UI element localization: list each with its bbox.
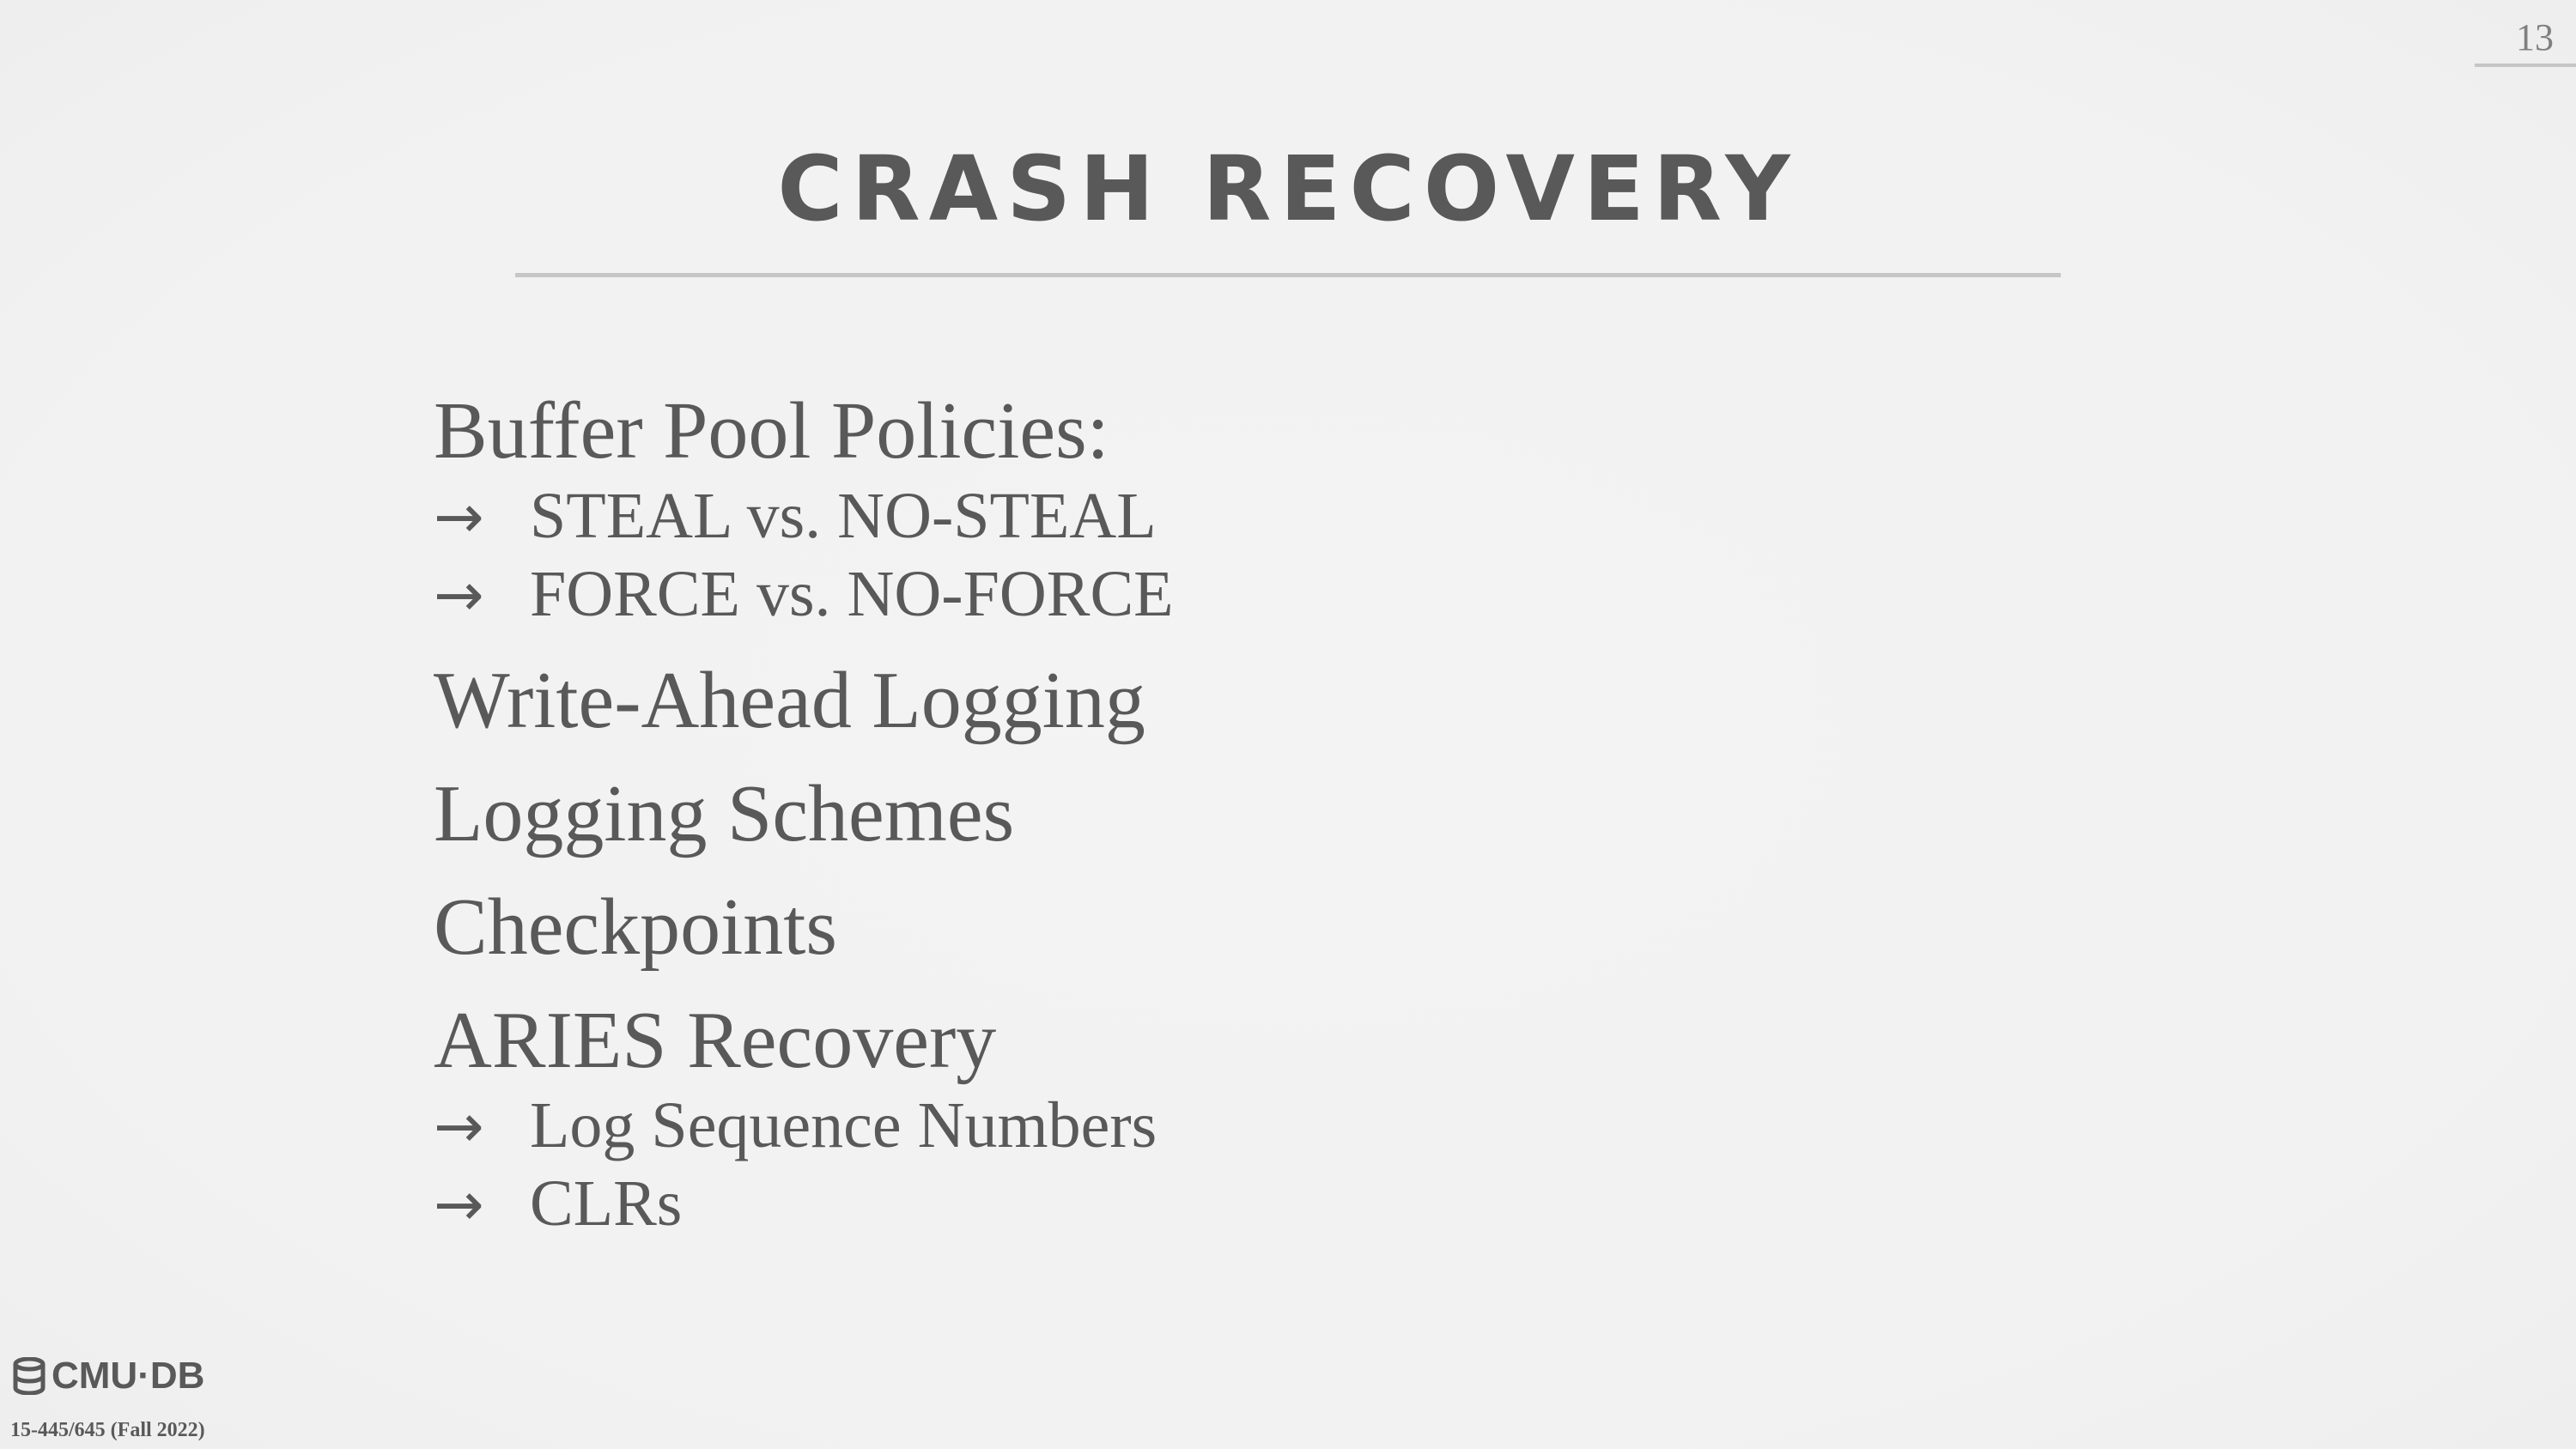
bullet-item: Write-Ahead Logging <box>434 656 1145 745</box>
bullet-list: Buffer Pool Policies: → STEAL vs. NO-STEA… <box>434 385 2151 1264</box>
sub-bullet-list: → STEAL vs. NO-STEAL → FORCE vs. NO-FORCE <box>434 477 2151 634</box>
bullet-item: Logging Schemes <box>434 769 1015 858</box>
course-label: 15-445/645 (Fall 2022) <box>10 1419 205 1441</box>
sub-bullet-label: CLRs <box>530 1167 683 1240</box>
title-divider <box>515 273 2061 277</box>
slide-title: CRASH RECOVERY <box>777 136 1799 241</box>
page-number: 13 <box>2516 16 2554 58</box>
sub-bullet-list: → Log Sequence Numbers → CLRs <box>434 1087 2151 1243</box>
arrow-icon: → <box>434 560 484 630</box>
sub-bullet-item: → FORCE vs. NO-FORCE <box>434 555 2151 634</box>
arrow-icon: → <box>434 482 484 552</box>
cmu-db-logo: CMU·DB <box>12 1355 204 1397</box>
sub-bullet-item: → STEAL vs. NO-STEAL <box>434 477 2151 555</box>
sub-bullet-label: Log Sequence Numbers <box>530 1089 1157 1161</box>
logo-text: CMU·DB <box>52 1355 205 1397</box>
bullet-item: Buffer Pool Policies: <box>434 386 1109 476</box>
sub-bullet-label: STEAL vs. NO-STEAL <box>530 480 1157 552</box>
sub-bullet-item: → CLRs <box>434 1165 2151 1243</box>
database-icon <box>13 1357 46 1395</box>
bullet-item: ARIES Recovery <box>434 996 997 1085</box>
sub-bullet-item: → Log Sequence Numbers <box>434 1087 2151 1165</box>
arrow-icon: → <box>434 1091 484 1161</box>
bullet-item: Checkpoints <box>434 882 837 972</box>
sub-bullet-label: FORCE vs. NO-FORCE <box>530 558 1174 630</box>
page-number-rule <box>2475 64 2576 67</box>
arrow-icon: → <box>434 1169 484 1240</box>
